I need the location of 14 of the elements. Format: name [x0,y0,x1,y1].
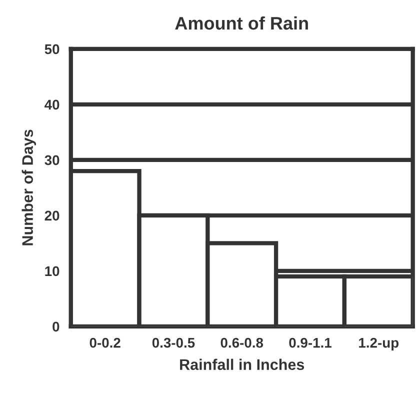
y-tick-label: 10 [45,266,60,276]
chart-title: Amount of Rain [175,16,308,30]
y-tick-label: 50 [44,44,60,54]
y-axis-title: Number of Days [22,130,36,246]
y-tick-label: 30 [44,155,60,166]
y-tick-label: 0 [52,322,60,332]
x-tick-label: 0.6-0.8 [220,338,264,348]
y-tick-label: 20 [44,210,60,221]
x-tick-label: 0.3-0.5 [152,338,195,348]
x-axis-title: Rainfall in Inches [180,358,304,370]
x-tick-label: 1.2-up [359,338,399,350]
x-tick-label: 0.9-1.1 [289,338,332,348]
y-tick-label: 40 [44,100,60,110]
x-tick-label: 0-0.2 [90,338,120,348]
